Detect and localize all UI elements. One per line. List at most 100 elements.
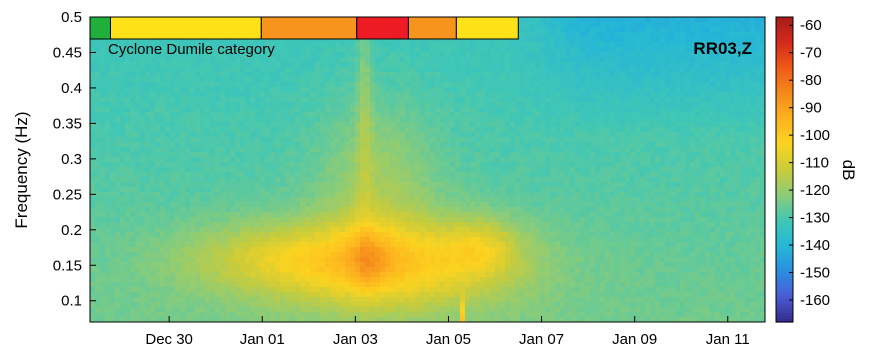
heatmap-cell bbox=[485, 167, 491, 173]
heatmap-cell bbox=[370, 82, 376, 88]
heatmap-cell bbox=[275, 257, 281, 263]
heatmap-cell bbox=[395, 62, 401, 68]
heatmap-cell bbox=[400, 157, 406, 163]
heatmap-cell bbox=[120, 97, 126, 103]
heatmap-cell bbox=[445, 117, 451, 123]
heatmap-cell bbox=[225, 292, 231, 298]
heatmap-cell bbox=[90, 117, 96, 123]
heatmap-cell bbox=[265, 212, 271, 218]
heatmap-cell bbox=[385, 212, 391, 218]
heatmap-cell bbox=[395, 172, 401, 178]
heatmap-cell bbox=[395, 202, 401, 208]
heatmap-cell bbox=[305, 162, 311, 168]
heatmap-cell bbox=[130, 207, 136, 213]
heatmap-cell bbox=[420, 212, 426, 218]
heatmap-cell bbox=[230, 87, 236, 93]
heatmap-cell bbox=[440, 142, 446, 148]
heatmap-cell bbox=[135, 227, 141, 233]
heatmap-cell bbox=[285, 262, 291, 268]
heatmap-cell bbox=[315, 307, 321, 313]
heatmap-cell bbox=[310, 152, 316, 158]
heatmap-cell bbox=[265, 192, 271, 198]
heatmap-cell bbox=[355, 137, 361, 143]
heatmap-cell bbox=[105, 72, 111, 78]
heatmap-cell bbox=[450, 117, 456, 123]
heatmap-cell bbox=[200, 272, 206, 278]
heatmap-cell bbox=[350, 247, 356, 253]
heatmap-cell bbox=[130, 62, 136, 68]
heatmap-cell bbox=[295, 257, 301, 263]
heatmap-cell bbox=[480, 227, 486, 233]
heatmap-cell bbox=[320, 182, 326, 188]
heatmap-cell bbox=[385, 37, 391, 43]
heatmap-cell bbox=[260, 157, 266, 163]
heatmap-cell bbox=[215, 212, 221, 218]
heatmap-cell bbox=[290, 72, 296, 78]
heatmap-cell bbox=[435, 277, 441, 283]
heatmap-cell bbox=[120, 307, 126, 313]
heatmap-cell bbox=[105, 157, 111, 163]
heatmap-cell bbox=[415, 142, 421, 148]
heatmap-cell bbox=[225, 302, 231, 308]
heatmap-cell bbox=[420, 277, 426, 283]
heatmap-cell bbox=[390, 92, 396, 98]
heatmap-cell bbox=[480, 267, 486, 273]
heatmap-cell bbox=[230, 132, 236, 138]
heatmap-cell bbox=[245, 212, 251, 218]
heatmap-cell bbox=[245, 147, 251, 153]
heatmap-cell bbox=[455, 52, 461, 58]
heatmap-cell bbox=[320, 192, 326, 198]
heatmap-cell bbox=[375, 57, 381, 63]
heatmap-cell bbox=[185, 197, 191, 203]
heatmap-cell bbox=[195, 47, 201, 53]
heatmap-cell bbox=[385, 47, 391, 53]
heatmap-cell bbox=[225, 77, 231, 83]
heatmap-cell bbox=[135, 212, 141, 218]
heatmap-cell bbox=[345, 57, 351, 63]
heatmap-cell bbox=[120, 82, 126, 88]
heatmap-cell bbox=[235, 162, 241, 168]
heatmap-cell bbox=[475, 192, 481, 198]
heatmap-cell bbox=[320, 282, 326, 288]
heatmap-cell bbox=[495, 217, 501, 223]
heatmap-cell bbox=[420, 282, 426, 288]
heatmap-cell bbox=[485, 137, 491, 143]
heatmap-cell bbox=[410, 37, 416, 43]
heatmap-cell bbox=[245, 192, 251, 198]
heatmap-cell bbox=[450, 172, 456, 178]
heatmap-cell bbox=[105, 312, 111, 318]
heatmap-cell bbox=[480, 112, 486, 118]
heatmap-cell bbox=[190, 152, 196, 158]
heatmap-cell bbox=[180, 192, 186, 198]
heatmap-cell bbox=[350, 37, 356, 43]
heatmap-cell bbox=[460, 147, 466, 153]
heatmap-cell bbox=[110, 137, 116, 143]
heatmap-cell bbox=[405, 292, 411, 298]
heatmap-cell bbox=[395, 267, 401, 273]
heatmap-cell bbox=[275, 187, 281, 193]
heatmap-cell bbox=[310, 127, 316, 133]
heatmap-cell bbox=[135, 282, 141, 288]
heatmap-cell bbox=[450, 317, 456, 322]
heatmap-cell bbox=[390, 282, 396, 288]
heatmap-cell bbox=[105, 62, 111, 68]
heatmap-cell bbox=[335, 252, 341, 258]
heatmap-cell bbox=[225, 207, 231, 213]
heatmap-cell bbox=[90, 222, 96, 228]
heatmap-cell bbox=[430, 92, 436, 98]
heatmap-cell bbox=[360, 57, 366, 63]
heatmap-cell bbox=[250, 77, 256, 83]
heatmap-cell bbox=[245, 177, 251, 183]
heatmap-cell bbox=[215, 307, 221, 313]
heatmap-cell bbox=[385, 312, 391, 318]
heatmap-cell bbox=[380, 62, 386, 68]
heatmap-cell bbox=[390, 132, 396, 138]
heatmap-cell bbox=[410, 82, 416, 88]
heatmap-cell bbox=[100, 267, 106, 273]
heatmap-cell bbox=[250, 262, 256, 268]
heatmap-cell bbox=[275, 182, 281, 188]
heatmap-cell bbox=[440, 292, 446, 298]
heatmap-cell bbox=[155, 37, 161, 43]
heatmap-cell bbox=[315, 287, 321, 293]
heatmap-cell bbox=[265, 277, 271, 283]
